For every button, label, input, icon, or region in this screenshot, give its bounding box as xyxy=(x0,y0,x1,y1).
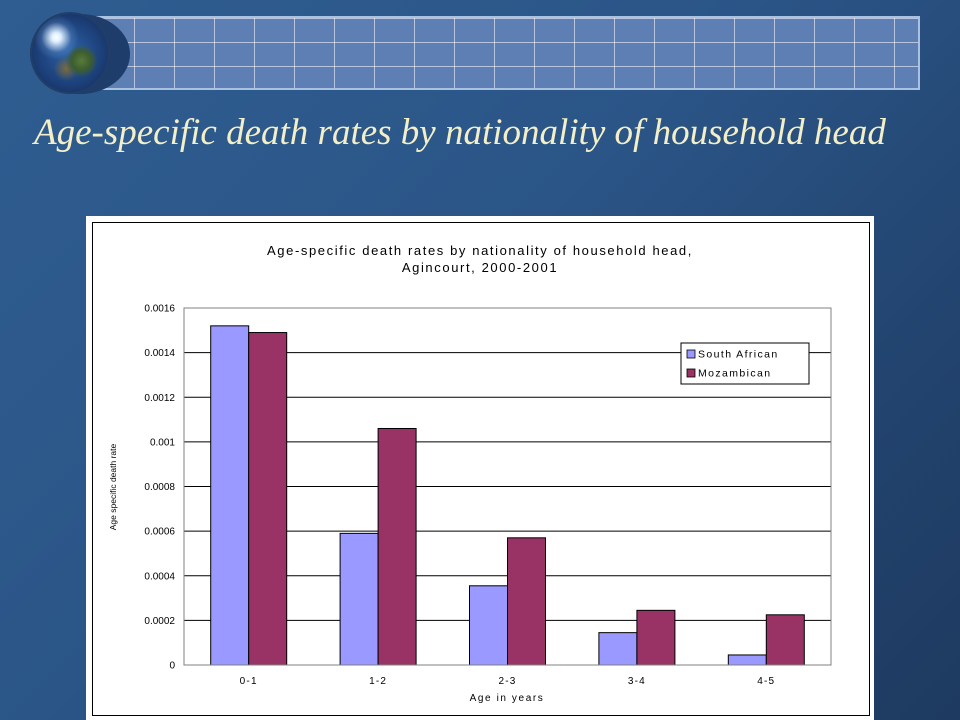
bar-south-african-0-1 xyxy=(210,325,250,666)
y-axis-ticks: 0 0.0002 0.0004 0.0006 0.0008 0.001 0.0012 0.00… xyxy=(144,304,175,672)
legend: South African Mozambican xyxy=(680,342,810,385)
chart-title-line-1: Age-specific death rates by nationality … xyxy=(267,243,693,258)
legend-box xyxy=(680,342,810,385)
y-tick-label: 0.0006 xyxy=(144,527,175,538)
chart-panel: Age-specific death rates by nationality … xyxy=(86,216,874,720)
bar-chart: Age-specific death rates by nationality … xyxy=(108,243,832,704)
slide-title: Age-specific death rates by nationality … xyxy=(34,112,886,153)
legend-label-south-african: South African xyxy=(698,349,779,361)
bar-mozambican-1-2 xyxy=(377,427,417,666)
y-tick-label: 0.0002 xyxy=(144,616,175,627)
bar-south-african-2-3 xyxy=(469,585,508,666)
x-tick-label: 4-5 xyxy=(757,676,775,687)
bars xyxy=(210,325,805,666)
bar-mozambican-2-3 xyxy=(507,537,546,666)
chart-title-line-2: Agincourt, 2000-2001 xyxy=(402,260,558,275)
x-tick-label: 0-1 xyxy=(240,676,258,687)
bar-south-african-3-4 xyxy=(598,632,638,666)
legend-swatch-south-african xyxy=(686,349,696,359)
bar-south-african-1-2 xyxy=(339,532,379,666)
chart-frame: Age-specific death rates by nationality … xyxy=(92,222,870,716)
x-tick-label: 3-4 xyxy=(628,676,646,687)
legend-label-mozambican: Mozambican xyxy=(698,368,772,380)
y-tick-label: 0.0008 xyxy=(144,482,175,493)
bar-south-african-4-5 xyxy=(727,654,767,666)
globe-icon xyxy=(32,14,108,92)
x-tick-label: 2-3 xyxy=(498,676,516,687)
y-tick-label: 0 xyxy=(169,661,175,672)
plot-area-border xyxy=(183,307,832,666)
y-tick-label: 0.0016 xyxy=(144,304,175,315)
bar-mozambican-4-5 xyxy=(765,614,805,666)
x-tick-label: 1-2 xyxy=(369,676,387,687)
x-axis-ticks: 0-1 1-2 2-3 3-4 4-5 xyxy=(240,676,775,687)
legend-swatch-mozambican xyxy=(686,368,696,378)
x-axis-label: Age in years xyxy=(470,693,545,704)
y-axis-label: Age specific death rate xyxy=(108,444,118,531)
bar-mozambican-3-4 xyxy=(636,609,676,666)
y-tick-label: 0.0014 xyxy=(144,348,175,359)
y-tick-label: 0.001 xyxy=(150,437,175,448)
bar-mozambican-0-1 xyxy=(248,332,288,666)
world-map-banner xyxy=(92,16,920,90)
y-tick-label: 0.0004 xyxy=(144,571,175,582)
y-tick-label: 0.0012 xyxy=(144,393,175,404)
